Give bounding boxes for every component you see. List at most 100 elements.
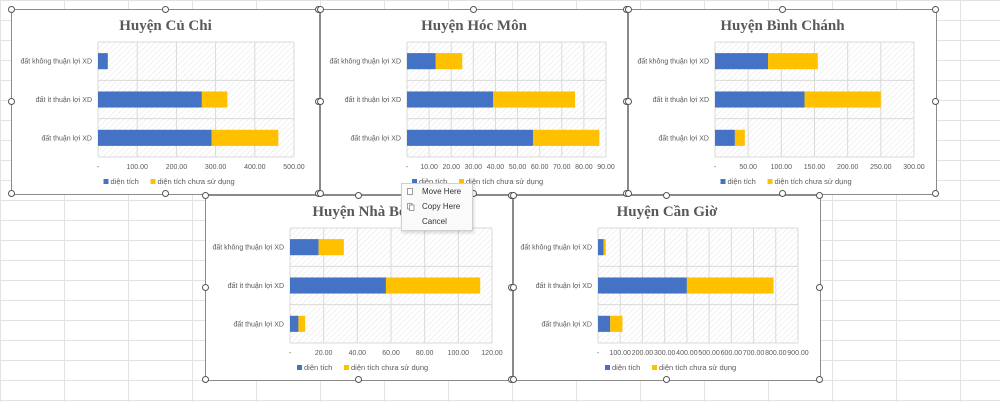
resize-handle[interactable] <box>663 192 670 199</box>
bar-dien-tich-chua-su-dung <box>211 129 279 146</box>
bar-dien-tich <box>98 91 202 108</box>
menu-item-label: Copy Here <box>422 202 461 211</box>
resize-handle[interactable] <box>816 284 823 291</box>
legend-label: diện tích chưa sử dụng <box>775 177 852 186</box>
category-label: đất ít thuận lợi XD <box>536 281 592 290</box>
legend-swatch <box>652 365 657 370</box>
bar-dien-tich <box>598 277 687 294</box>
menu-item-move-here[interactable]: Move Here <box>402 184 472 199</box>
menu-item-cancel[interactable]: Cancel <box>402 214 472 229</box>
resize-handle[interactable] <box>317 98 324 105</box>
chart-title: Huyện Bình Chánh <box>720 18 845 34</box>
bar-dien-tich-chua-su-dung <box>686 277 774 294</box>
x-tick-label: 500.00 <box>698 350 720 357</box>
legend-label: diện tích <box>612 363 640 372</box>
bar-dien-tich-chua-su-dung <box>385 277 481 294</box>
legend-swatch <box>297 365 302 370</box>
resize-handle[interactable] <box>8 190 15 197</box>
bar-dien-tich-chua-su-dung <box>201 91 228 108</box>
category-label: đất không thuận lợi XD <box>637 57 709 66</box>
resize-handle[interactable] <box>8 98 15 105</box>
legend-swatch <box>767 179 773 184</box>
x-tick-label: 90.00 <box>597 164 615 171</box>
bar-dien-tich-chua-su-dung <box>804 91 881 108</box>
legend-label: diện tích <box>111 177 139 186</box>
legend-swatch <box>720 179 726 184</box>
chart-title: Huyện Cần Giờ <box>617 204 719 220</box>
chart-can-gio[interactable]: Huyện Cần Giờ - 100.00 200.00 300.00 400.00 50… <box>510 192 823 383</box>
category-label: đất thuận lợi XD <box>658 133 709 142</box>
bar-dien-tich <box>290 277 386 294</box>
resize-handle[interactable] <box>355 192 362 199</box>
resize-handle[interactable] <box>355 376 362 383</box>
x-tick-label: - <box>289 350 292 357</box>
resize-handle[interactable] <box>510 192 517 199</box>
x-tick-label: 60.00 <box>531 164 549 171</box>
bar-dien-tich-chua-su-dung <box>435 53 463 70</box>
bar-dien-tich <box>715 91 805 108</box>
resize-handle[interactable] <box>778 190 786 197</box>
bar-dien-tich <box>407 129 534 146</box>
bar-dien-tich-chua-su-dung <box>318 239 344 256</box>
resize-handle[interactable] <box>778 6 786 13</box>
bar-dien-tich <box>98 53 108 70</box>
menu-item-copy-here[interactable]: Copy Here <box>402 199 472 214</box>
chart-svg: Huyện Nhà Bè - 20.00 40.00 60.00 80.00 100.00 1… <box>212 204 503 372</box>
resize-handle[interactable] <box>932 6 939 13</box>
chart-hoc-mon[interactable]: Huyện Hóc Môn - 10.00 20.00 30.00 40.00 50.00 6… <box>317 6 630 197</box>
resize-handle[interactable] <box>663 376 670 383</box>
category-label: đất thuận lợi XD <box>233 319 284 328</box>
resize-handle[interactable] <box>932 190 939 197</box>
x-tick-label: 400.00 <box>676 350 698 357</box>
bar-dien-tich <box>98 129 212 146</box>
bar-dien-tich-chua-su-dung <box>493 91 576 108</box>
category-label: đất ít thuận lợi XD <box>345 95 401 104</box>
resize-handle[interactable] <box>816 192 823 199</box>
resize-handle[interactable] <box>510 376 517 383</box>
resize-handle[interactable] <box>932 98 939 105</box>
bar-dien-tich <box>407 91 494 108</box>
resize-handle[interactable] <box>625 6 632 13</box>
chart-svg: Huyện Hóc Môn - 10.00 20.00 30.00 40.00 50.00 6… <box>329 18 615 186</box>
x-tick-label: 20.00 <box>315 350 333 357</box>
x-tick-label: 40.00 <box>349 350 367 357</box>
legend-label: diện tích chưa sử dụng <box>158 177 235 186</box>
category-label: đất không thuận lợi XD <box>520 243 592 252</box>
x-tick-label: 900.00 <box>787 350 809 357</box>
legend-swatch <box>150 179 156 184</box>
chart-cu-chi[interactable]: Huyện Củ Chi - 100.00 200.00 300.00 400.00 500… <box>8 6 322 197</box>
category-label: đất thuận lợi XD <box>41 133 92 142</box>
chart-binh-chanh[interactable]: Huyện Bình Chánh - 50.00 100.00 150.00 200.00… <box>625 6 939 197</box>
resize-handle[interactable] <box>510 284 517 291</box>
x-tick-label: 150.00 <box>804 164 826 171</box>
bar-dien-tich <box>290 239 319 256</box>
resize-handle[interactable] <box>317 190 324 197</box>
category-label: đất thuận lợi XD <box>350 133 401 142</box>
bar-dien-tich <box>598 315 611 332</box>
resize-handle[interactable] <box>816 376 823 383</box>
legend-swatch <box>605 365 610 370</box>
x-tick-label: 400.00 <box>244 164 266 171</box>
resize-handle[interactable] <box>161 190 169 197</box>
x-tick-label: 500.00 <box>283 164 305 171</box>
x-tick-label: 100.00 <box>126 164 148 171</box>
resize-handle[interactable] <box>625 190 632 197</box>
resize-handle[interactable] <box>8 6 15 13</box>
resize-handle[interactable] <box>202 192 209 199</box>
legend-label: diện tích <box>419 177 447 186</box>
resize-handle[interactable] <box>202 284 209 291</box>
resize-handle[interactable] <box>202 376 209 383</box>
resize-handle[interactable] <box>317 6 324 13</box>
x-tick-label: - <box>97 164 100 171</box>
resize-handle[interactable] <box>161 6 169 13</box>
resize-handle[interactable] <box>625 98 632 105</box>
x-tick-label: 250.00 <box>870 164 892 171</box>
x-tick-label: 100.00 <box>448 350 470 357</box>
resize-handle[interactable] <box>470 6 477 13</box>
x-tick-label: 200.00 <box>166 164 188 171</box>
x-tick-label: 600.00 <box>721 350 743 357</box>
x-tick-label: 120.00 <box>481 350 503 357</box>
context-menu: Move Here Copy Here Cancel <box>401 183 473 231</box>
x-tick-label: 200.00 <box>837 164 859 171</box>
x-tick-label: 100.00 <box>610 350 632 357</box>
